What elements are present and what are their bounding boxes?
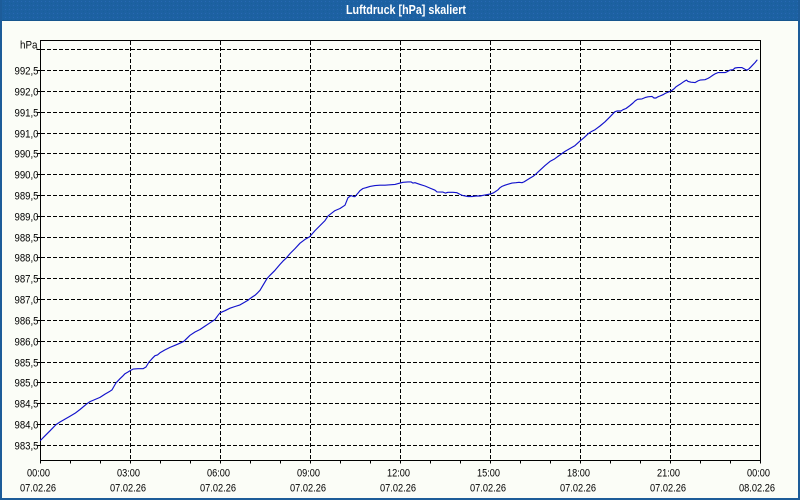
svg-text:986,0: 986,0 <box>15 336 39 348</box>
svg-text:07.02.26: 07.02.26 <box>650 483 686 495</box>
svg-text:987,0: 987,0 <box>15 294 39 306</box>
svg-text:987,5: 987,5 <box>15 273 39 285</box>
svg-text:Luftdruck [hPa] skaliert: Luftdruck [hPa] skaliert <box>346 3 467 17</box>
svg-text:09:00: 09:00 <box>297 468 320 480</box>
svg-text:06:00: 06:00 <box>207 468 230 480</box>
svg-text:992,0: 992,0 <box>15 86 39 98</box>
svg-text:08.02.26: 08.02.26 <box>739 483 775 495</box>
svg-text:12:00: 12:00 <box>387 468 410 480</box>
svg-text:988,0: 988,0 <box>15 252 39 264</box>
svg-text:989,0: 989,0 <box>15 211 39 223</box>
svg-text:21:00: 21:00 <box>657 468 680 480</box>
svg-text:07.02.26: 07.02.26 <box>470 483 506 495</box>
svg-text:988,5: 988,5 <box>15 232 39 244</box>
svg-text:990,5: 990,5 <box>15 148 39 160</box>
svg-text:983,5: 983,5 <box>15 440 39 452</box>
svg-text:985,5: 985,5 <box>15 357 39 369</box>
svg-text:992,5: 992,5 <box>15 65 39 77</box>
svg-text:984,0: 984,0 <box>15 419 39 431</box>
svg-text:00:00: 00:00 <box>27 468 50 480</box>
svg-text:18:00: 18:00 <box>567 468 590 480</box>
svg-text:07.02.26: 07.02.26 <box>200 483 236 495</box>
svg-text:03:00: 03:00 <box>117 468 140 480</box>
svg-text:989,5: 989,5 <box>15 190 39 202</box>
svg-text:984,5: 984,5 <box>15 398 39 410</box>
svg-text:00:00: 00:00 <box>747 468 770 480</box>
svg-text:15:00: 15:00 <box>477 468 500 480</box>
svg-text:07.02.26: 07.02.26 <box>110 483 146 495</box>
svg-text:07.02.26: 07.02.26 <box>290 483 326 495</box>
svg-text:07.02.26: 07.02.26 <box>560 483 596 495</box>
svg-text:986,5: 986,5 <box>15 315 39 327</box>
svg-text:07.02.26: 07.02.26 <box>380 483 416 495</box>
svg-text:hPa: hPa <box>20 40 38 52</box>
svg-text:991,0: 991,0 <box>15 128 39 140</box>
svg-text:991,5: 991,5 <box>15 107 39 119</box>
svg-text:07.02.26: 07.02.26 <box>20 483 56 495</box>
svg-text:985,0: 985,0 <box>15 377 39 389</box>
svg-text:990,0: 990,0 <box>15 169 39 181</box>
